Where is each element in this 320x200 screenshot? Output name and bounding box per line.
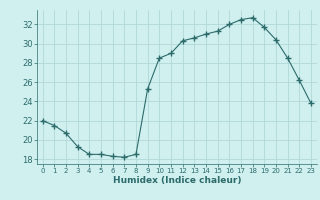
X-axis label: Humidex (Indice chaleur): Humidex (Indice chaleur) xyxy=(113,176,241,185)
